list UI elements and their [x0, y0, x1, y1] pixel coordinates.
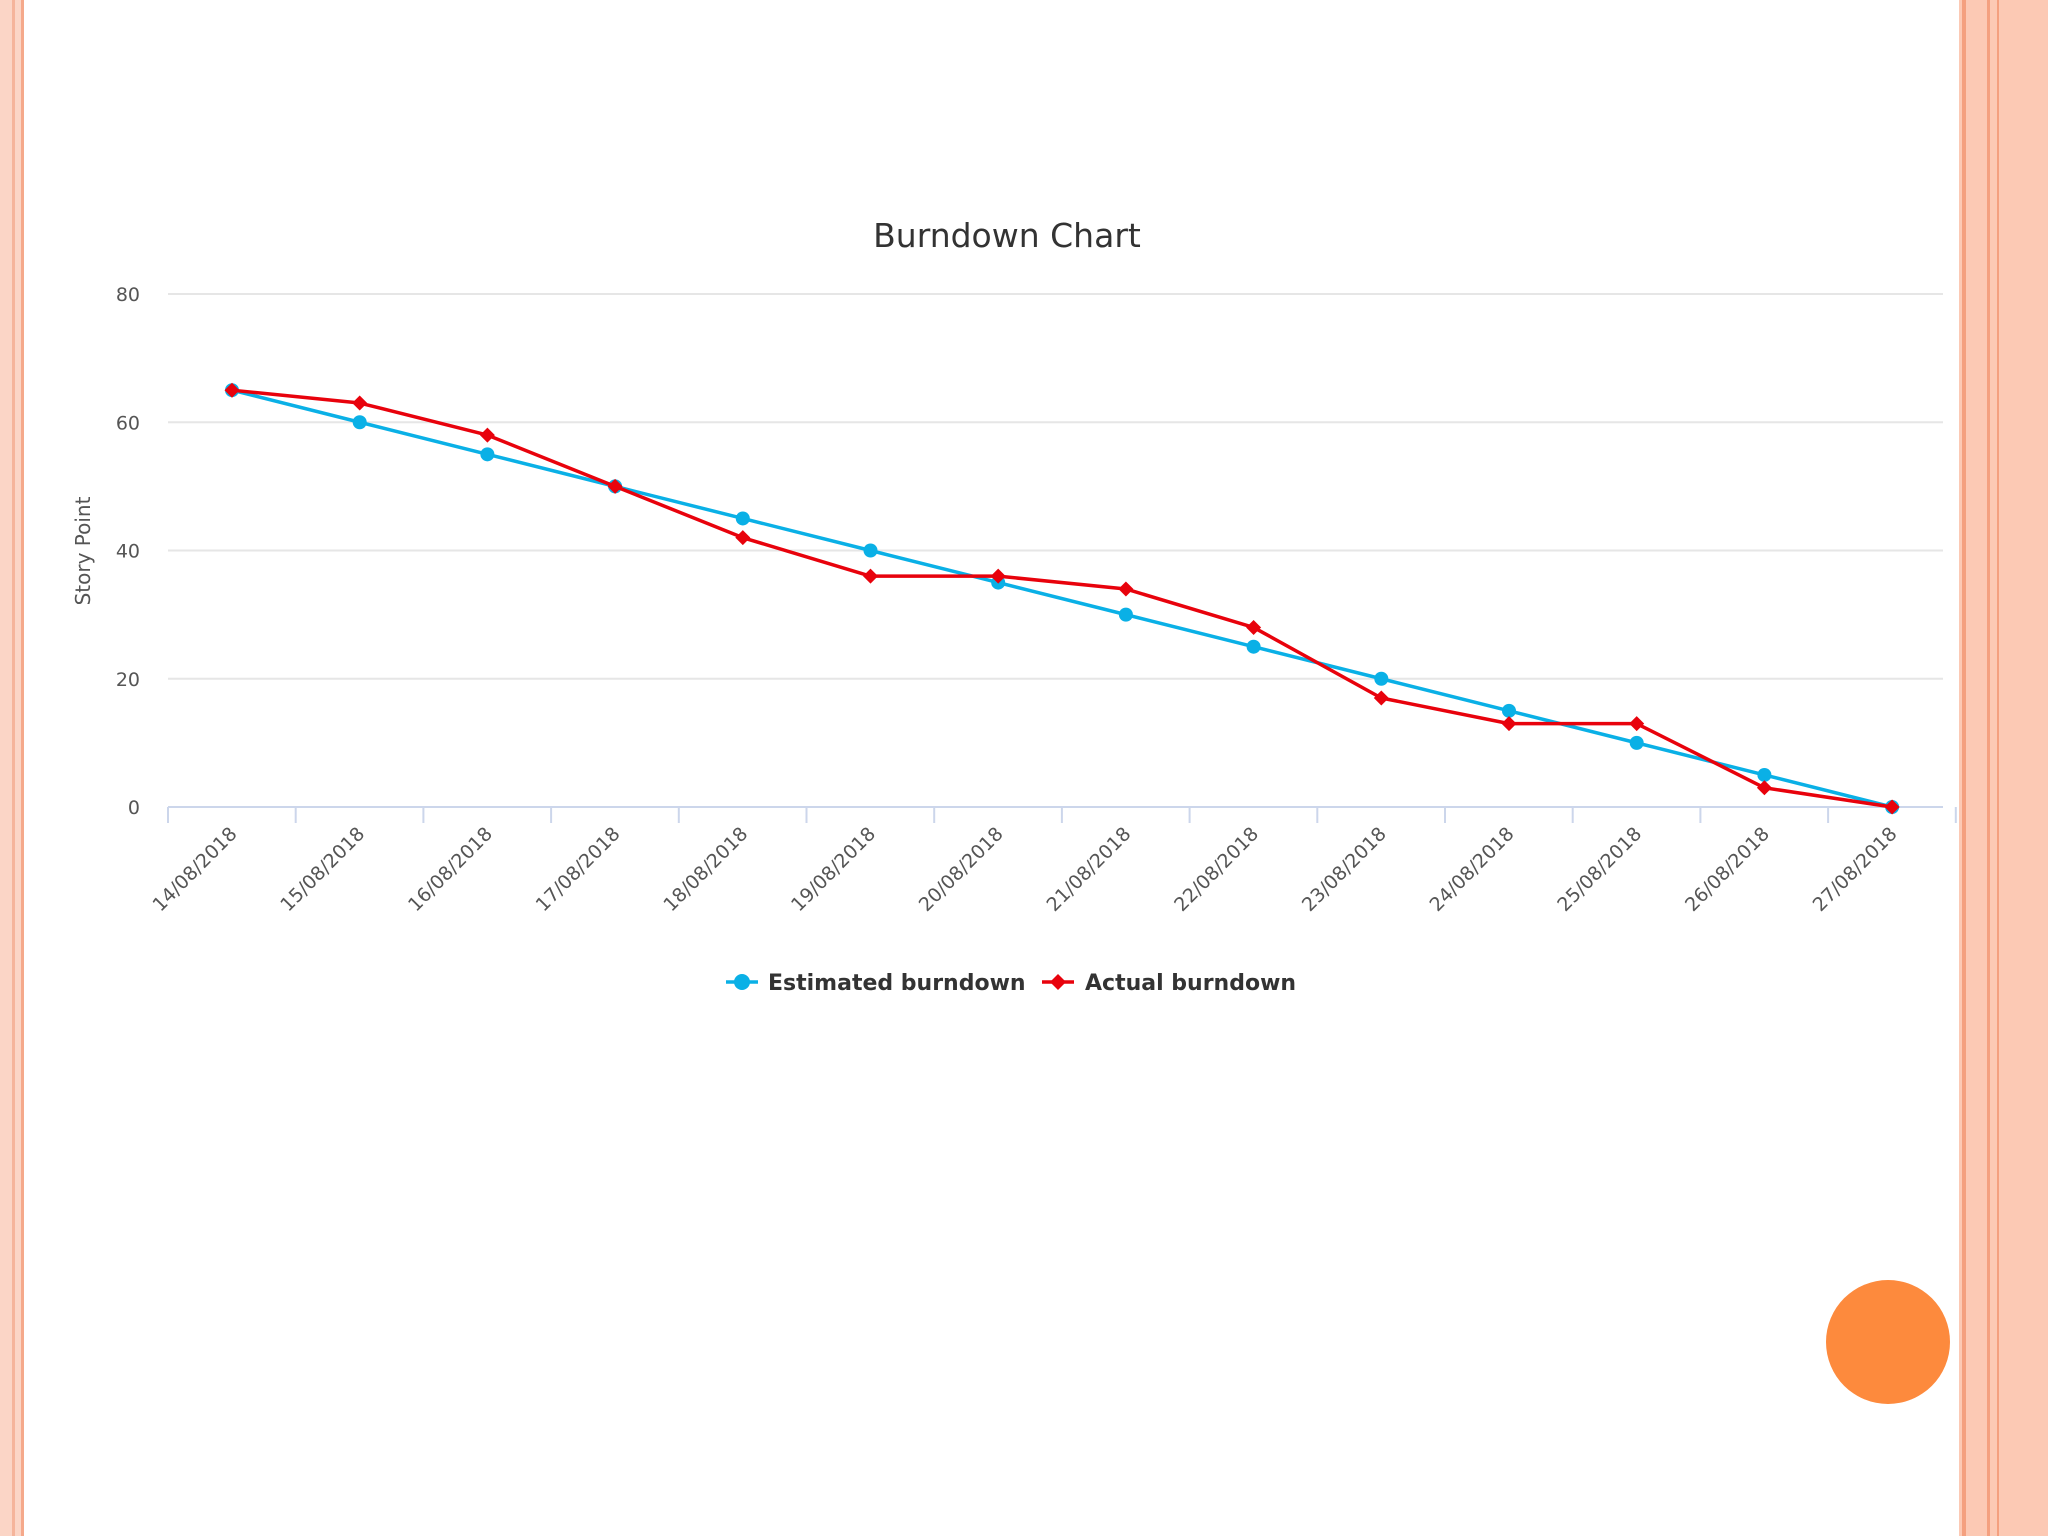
y-tick-label: 60: [116, 412, 140, 434]
data-point-estimated[interactable]: [1118, 607, 1133, 622]
x-tick-label: 22/08/2018: [1170, 823, 1263, 916]
legend-label: Estimated burndown: [768, 971, 1026, 996]
series-line: [231, 388, 1893, 809]
series-estimated: [225, 383, 1900, 814]
x-tick-label: 21/08/2018: [1042, 823, 1135, 916]
x-tick-label: 17/08/2018: [532, 823, 625, 916]
y-axis-ticks: 0 20 40 60 80: [116, 284, 140, 819]
legend[interactable]: Estimated burndown Actual burndown: [726, 971, 1296, 996]
x-tick-label: 27/08/2018: [1809, 823, 1902, 916]
data-point-actual[interactable]: [1118, 581, 1134, 597]
legend-item-actual[interactable]: Actual burndown: [1042, 971, 1296, 996]
right-decorative-border: [1959, 0, 2048, 1536]
left-decorative-border: [0, 0, 24, 1536]
data-point-actual[interactable]: [735, 530, 751, 546]
data-point-estimated[interactable]: [1757, 767, 1772, 782]
data-point-actual[interactable]: [1501, 716, 1517, 732]
x-tick-label: 26/08/2018: [1681, 823, 1774, 916]
legend-circle-marker: [734, 974, 750, 990]
data-point-actual[interactable]: [479, 427, 495, 443]
data-point-actual[interactable]: [1373, 690, 1389, 706]
x-tick-label: 20/08/2018: [915, 823, 1008, 916]
x-tick-label: 15/08/2018: [276, 823, 369, 916]
data-point-actual[interactable]: [863, 568, 878, 584]
x-tick-label: 16/08/2018: [404, 823, 497, 916]
data-point-actual[interactable]: [607, 478, 623, 494]
y-tick-label: 80: [116, 284, 140, 306]
data-point-actual[interactable]: [990, 568, 1006, 584]
data-point-actual[interactable]: [1884, 799, 1900, 815]
data-point-estimated[interactable]: [735, 511, 750, 526]
legend-diamond-marker: [1050, 974, 1066, 990]
y-axis-title: Story Point: [71, 496, 95, 605]
series-actual: [224, 382, 1900, 815]
x-tick-label: 23/08/2018: [1298, 823, 1391, 916]
chart-title: Burndown Chart: [873, 216, 1141, 255]
x-tick-label: 14/08/2018: [149, 823, 242, 916]
data-point-estimated[interactable]: [1629, 735, 1644, 750]
data-point-actual[interactable]: [1629, 716, 1645, 732]
x-tick-label: 18/08/2018: [659, 823, 752, 916]
data-point-actual[interactable]: [1756, 780, 1772, 796]
x-tick-label: 19/08/2018: [787, 823, 880, 916]
legend-item-estimated[interactable]: Estimated burndown: [726, 971, 1026, 996]
data-point-estimated[interactable]: [352, 415, 367, 430]
x-tick-label: 24/08/2018: [1426, 823, 1519, 916]
data-point-estimated[interactable]: [1502, 703, 1516, 718]
data-point-actual[interactable]: [1246, 619, 1262, 635]
data-point-estimated[interactable]: [1246, 639, 1261, 654]
data-point-actual[interactable]: [352, 395, 368, 411]
series-line: [231, 388, 1893, 809]
data-point-estimated[interactable]: [863, 543, 878, 558]
grid-lines: [168, 293, 1943, 680]
x-axis: 14/08/2018 15/08/2018 16/08/2018 17/08/2018…: [149, 806, 1957, 916]
data-point-actual[interactable]: [224, 382, 240, 398]
series-layer: [224, 382, 1900, 815]
y-tick-label: 0: [128, 797, 140, 819]
x-tick-label: 25/08/2018: [1553, 823, 1646, 916]
accent-circle: [1826, 1280, 1950, 1404]
legend-label: Actual burndown: [1085, 971, 1296, 996]
data-point-estimated[interactable]: [480, 447, 495, 462]
y-tick-label: 40: [116, 541, 140, 563]
data-point-estimated[interactable]: [1374, 671, 1389, 686]
y-tick-label: 20: [116, 669, 140, 691]
